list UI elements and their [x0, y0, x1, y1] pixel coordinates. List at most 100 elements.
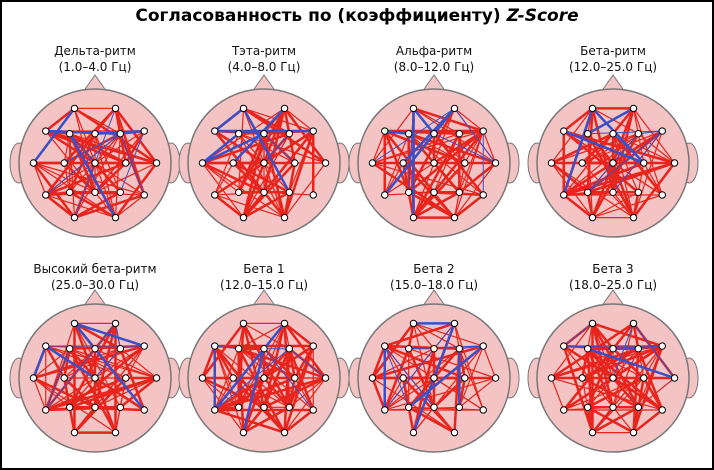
connection-blue [201, 132, 240, 164]
panel-range: (15.0–18.0 Гц) [390, 278, 478, 292]
connection-red [412, 133, 461, 219]
connection-red [551, 345, 663, 379]
electrode [450, 319, 459, 328]
connection-red [63, 377, 96, 409]
electrode [260, 344, 268, 353]
connection-red [581, 376, 639, 409]
electrode [60, 374, 68, 382]
electrode [409, 213, 418, 222]
electrode [381, 406, 389, 414]
head-map [527, 289, 699, 453]
electrode [140, 342, 148, 350]
connection-red [69, 191, 145, 196]
connection-red [413, 322, 484, 347]
electrode [91, 159, 99, 167]
electrode [450, 213, 459, 222]
electrode [29, 159, 38, 167]
electrode [229, 159, 237, 167]
connection-blue [213, 107, 245, 133]
electrode [42, 127, 50, 135]
electrode [65, 403, 74, 412]
electrode [547, 159, 556, 167]
connection-red [213, 193, 245, 219]
connection-red [44, 193, 76, 219]
connection-red [551, 377, 663, 411]
connection-red [592, 107, 639, 135]
connection-blue [633, 323, 675, 379]
connection-blue [587, 130, 663, 193]
connection-blue [288, 348, 326, 379]
connection-red [263, 376, 327, 409]
connection-red [32, 377, 47, 411]
electrode [111, 319, 120, 328]
connection-red [632, 407, 639, 433]
connection-red [408, 406, 484, 411]
connection-blue [587, 107, 635, 135]
electrode [609, 344, 617, 353]
electrode [547, 374, 556, 382]
connection-red [384, 377, 404, 411]
panel-range: (4.0–8.0 Гц) [228, 60, 301, 74]
panel-name: Высокий бета-ритм [33, 262, 156, 276]
electrode [280, 428, 289, 437]
electrode [140, 127, 148, 135]
connection-red [44, 107, 76, 133]
electrode [629, 213, 638, 222]
connection-red [242, 323, 266, 408]
connection-red [592, 194, 663, 219]
nose [82, 289, 108, 308]
electrode [609, 129, 617, 138]
connection-blue [408, 345, 484, 350]
panel-range: (1.0–4.0 Гц) [59, 60, 132, 74]
connection-red [372, 130, 484, 164]
connection-red [214, 376, 296, 412]
electrode [239, 319, 248, 328]
connection-red [283, 108, 291, 134]
connection-red [288, 133, 297, 164]
connection-blue [562, 107, 594, 196]
panel-name: Бета 3 [592, 262, 633, 276]
electrode [198, 374, 207, 382]
electrode [399, 159, 407, 167]
connection-red [563, 345, 634, 433]
nose [421, 289, 447, 308]
electrode [309, 127, 317, 135]
connection-red [371, 108, 414, 164]
connection-red [44, 132, 96, 196]
connection-red [562, 130, 640, 194]
electrode [280, 319, 289, 328]
electrode [309, 406, 317, 414]
connection-red [63, 348, 96, 379]
electrode [430, 374, 438, 382]
connection-red [384, 322, 455, 348]
nose [82, 74, 108, 93]
connection-red [453, 323, 484, 411]
connection-red [563, 133, 614, 196]
panel-range: (18.0–25.0 Гц) [569, 278, 657, 292]
electrode [285, 188, 294, 197]
electrode [583, 403, 592, 412]
electrode [560, 406, 568, 414]
connection-red [237, 107, 286, 193]
connection-red [242, 322, 291, 408]
electrode [368, 159, 377, 167]
connection-red [632, 408, 664, 434]
connection-blue [638, 345, 663, 350]
connection-red [612, 133, 635, 218]
electrode [234, 129, 243, 138]
electrode [404, 188, 413, 197]
connection-red [384, 348, 460, 411]
electrode [260, 188, 268, 197]
connection-red [581, 162, 634, 219]
connection-blue [407, 345, 485, 409]
head-map [178, 74, 350, 238]
connection-blue [587, 130, 663, 135]
connection-red [407, 323, 415, 349]
electrode [455, 403, 464, 412]
panel-name: Бета 2 [413, 262, 454, 276]
connection-blue [384, 129, 409, 135]
connection-red [592, 322, 663, 348]
electrode [634, 129, 643, 138]
connection-blue [32, 107, 76, 164]
connection-red [33, 348, 71, 379]
